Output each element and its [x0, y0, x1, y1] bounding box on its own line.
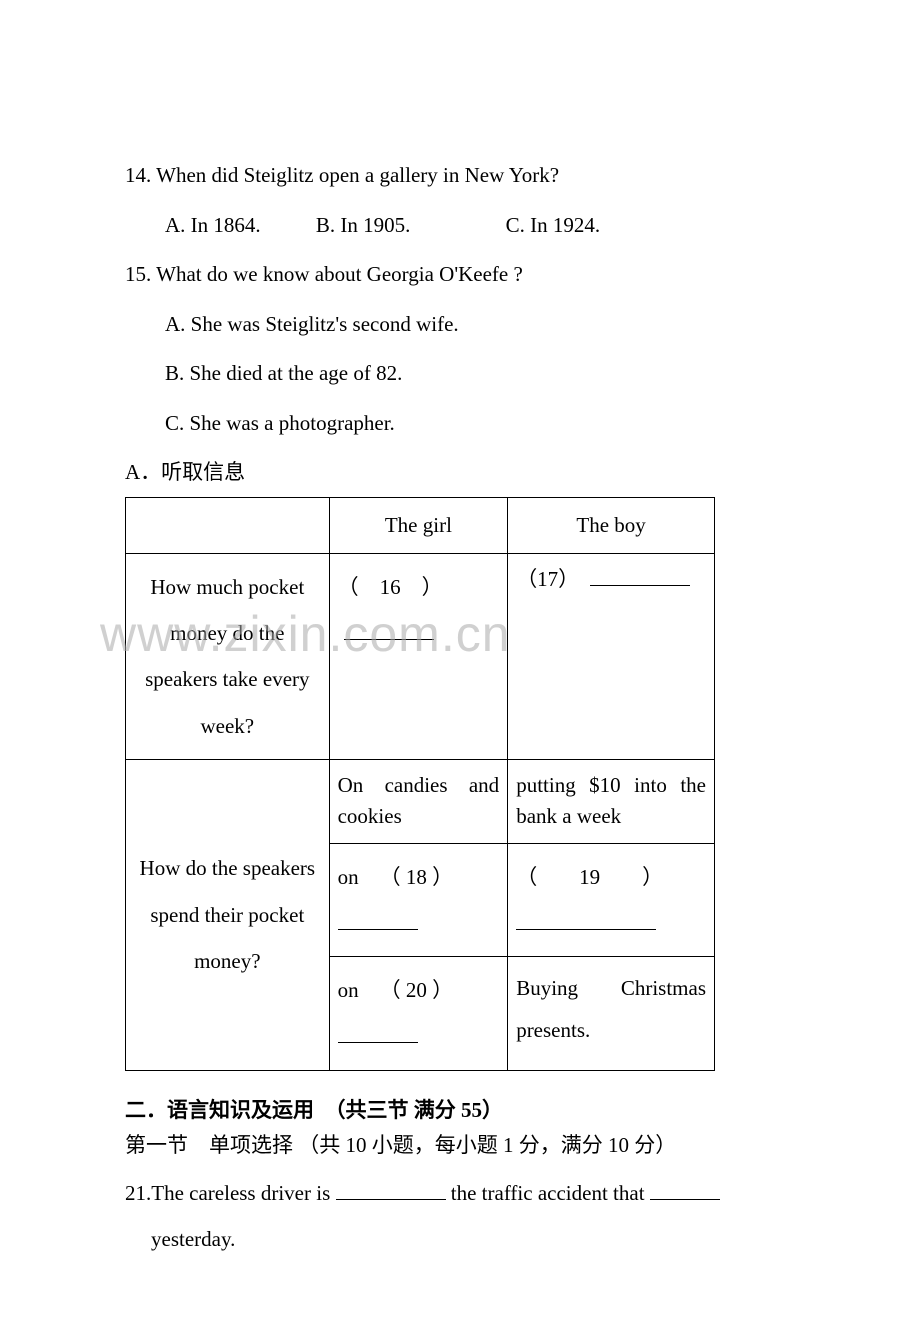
section-a-title: A．听取信息	[125, 457, 800, 489]
row1-girl: （ 16 ）	[329, 554, 508, 760]
section2-subtitle: 第一节 单项选择 （共 10 小题，每小题 1 分，满分 10 分）	[125, 1130, 800, 1162]
row1-boy-num: （17）	[516, 567, 579, 591]
blank-underline	[338, 929, 418, 930]
q21-line2: yesterday.	[125, 1216, 800, 1262]
row2b-girl-num: （ 18 ）	[380, 865, 454, 889]
q14-text: 14. When did Steiglitz open a gallery in…	[125, 160, 800, 192]
q15-option-c: C. She was a photographer.	[165, 408, 800, 440]
table-header-boy: The boy	[508, 497, 715, 554]
row2c-girl-num: （ 20 ）	[380, 978, 454, 1002]
q15-option-a: A. She was Steiglitz's second wife.	[165, 309, 800, 341]
q14-options: A. In 1864. B. In 1905. C. In 1924.	[125, 210, 800, 242]
table-header-girl: The girl	[329, 497, 508, 554]
row1-question: How much pocket money do the speakers ta…	[126, 554, 330, 760]
q21-pre: 21.The careless driver is	[125, 1181, 330, 1205]
row2a-girl: On candies and cookies	[329, 759, 508, 843]
blank-underline	[344, 639, 434, 640]
question-21: 21.The careless driver is the traffic ac…	[125, 1170, 800, 1262]
document-content: 14. When did Steiglitz open a gallery in…	[0, 0, 920, 1342]
table-header-row: The girl The boy	[126, 497, 715, 554]
blank-underline	[516, 929, 656, 930]
blank-underline	[336, 1199, 446, 1200]
info-table: The girl The boy How much pocket money d…	[125, 497, 715, 1071]
q15-option-b: B. She died at the age of 82.	[165, 358, 800, 390]
row2c-girl: on （ 20 ）	[329, 957, 508, 1070]
q14-option-a: A. In 1864.	[165, 213, 261, 237]
row2b-boy: （ 19 ）	[508, 843, 715, 956]
q15-options: A. She was Steiglitz's second wife. B. S…	[125, 309, 800, 440]
blank-underline	[650, 1199, 720, 1200]
q15-text: 15. What do we know about Georgia O'Keef…	[125, 259, 800, 291]
row2b-girl: on （ 18 ）	[329, 843, 508, 956]
row2b-girl-pre: on	[338, 865, 359, 889]
row2a-boy: putting $10 into the bank a week	[508, 759, 715, 843]
blank-underline	[590, 585, 690, 586]
row1-boy: （17）	[508, 554, 715, 760]
table-row-1: How much pocket money do the speakers ta…	[126, 554, 715, 760]
row2c-boy: Buying Christmas presents.	[508, 957, 715, 1070]
q14-option-c: C. In 1924.	[506, 213, 601, 237]
row2b-boy-num: （ 19 ）	[516, 865, 663, 889]
section2-title: 二．语言知识及运用 （共三节 满分 55）	[125, 1095, 800, 1127]
table-header-empty	[126, 497, 330, 554]
q14-option-b: B. In 1905.	[316, 213, 411, 237]
q21-mid: the traffic accident that	[451, 1181, 645, 1205]
row2-question: How do the speakers spend their pocket m…	[126, 759, 330, 1070]
row2c-girl-pre: on	[338, 978, 359, 1002]
question-15: 15. What do we know about Georgia O'Keef…	[125, 259, 800, 439]
question-14: 14. When did Steiglitz open a gallery in…	[125, 160, 800, 241]
blank-underline	[338, 1042, 418, 1043]
table-row-2a: How do the speakers spend their pocket m…	[126, 759, 715, 843]
row1-girl-num: （ 16 ）	[338, 575, 443, 599]
